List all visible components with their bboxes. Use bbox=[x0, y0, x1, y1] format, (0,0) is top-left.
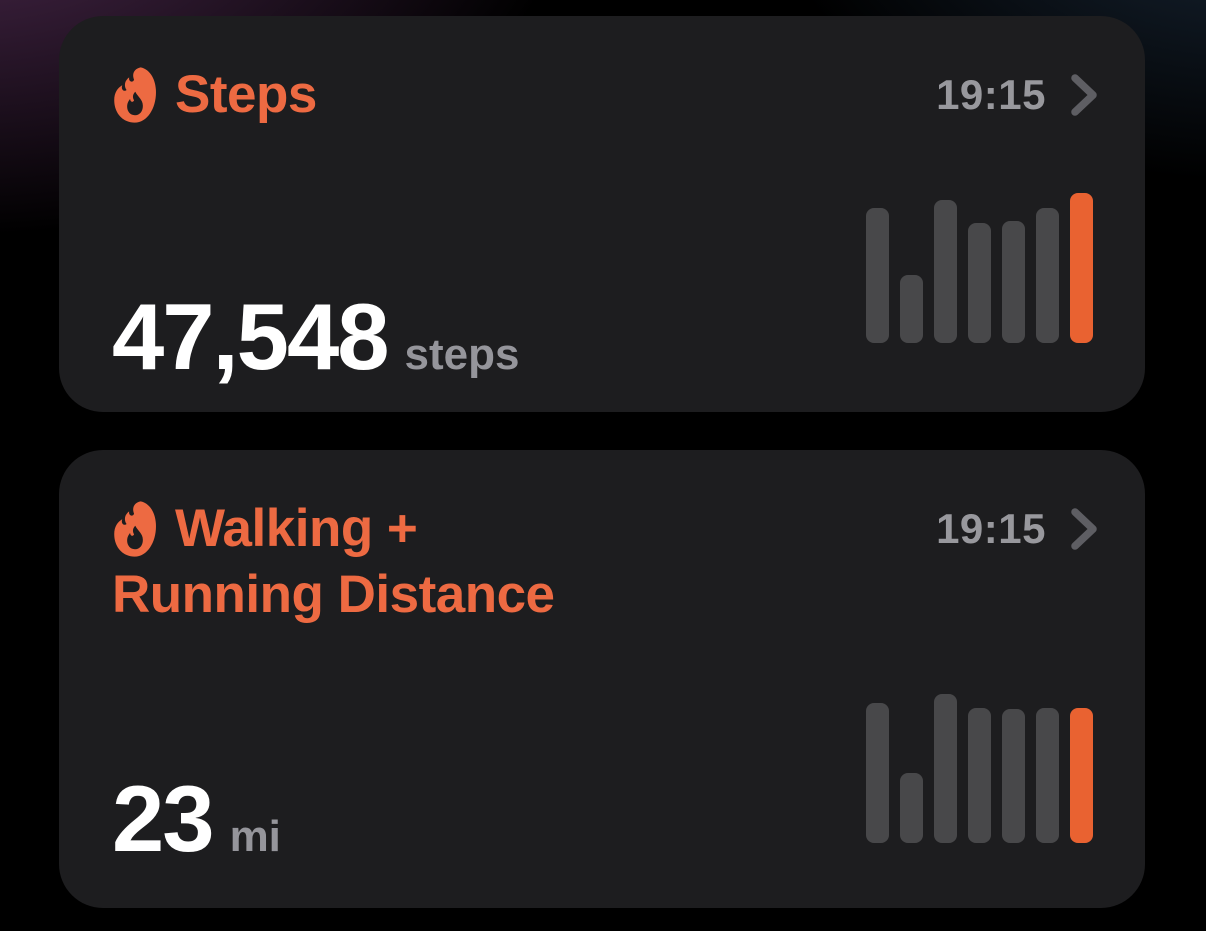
distance-widget-card[interactable]: Walking + Running Distance 19:15 23 mi bbox=[59, 450, 1145, 908]
steps-bar-chart bbox=[866, 191, 1093, 343]
distance-value-row: 23 mi bbox=[112, 772, 281, 866]
steps-unit-label: steps bbox=[404, 330, 520, 379]
chart-bar bbox=[866, 703, 889, 843]
chart-bar bbox=[1002, 221, 1025, 343]
chart-bar bbox=[934, 694, 957, 843]
steps-widget-card[interactable]: Steps 19:15 47,548 steps bbox=[59, 16, 1145, 412]
chart-bar bbox=[934, 200, 957, 343]
distance-value: 23 bbox=[112, 766, 215, 871]
chart-bar bbox=[900, 773, 923, 843]
title-line-2: Running Distance bbox=[112, 565, 555, 624]
timestamp: 19:15 bbox=[936, 71, 1046, 118]
steps-value-row: 47,548 steps bbox=[112, 290, 519, 384]
chevron-right-icon bbox=[1071, 74, 1097, 116]
chart-bar bbox=[866, 207, 889, 343]
chart-bar bbox=[968, 222, 991, 343]
card-title: Walking + Running Distance bbox=[112, 496, 555, 628]
steps-card-header: Steps 19:15 bbox=[112, 62, 1098, 128]
chart-bar bbox=[968, 707, 991, 843]
chart-bar-current bbox=[1070, 707, 1093, 843]
title-line-1: Walking + bbox=[112, 496, 555, 562]
flame-icon bbox=[114, 501, 156, 557]
steps-value: 47,548 bbox=[112, 284, 390, 389]
distance-unit-label: mi bbox=[229, 812, 281, 861]
chevron-right-icon bbox=[1071, 508, 1097, 550]
flame-icon bbox=[114, 67, 156, 123]
chart-bar bbox=[1036, 207, 1059, 343]
chart-bar bbox=[900, 274, 923, 343]
timestamp-row[interactable]: 19:15 bbox=[936, 496, 1098, 562]
card-title: Steps bbox=[112, 62, 317, 128]
timestamp: 19:15 bbox=[936, 505, 1046, 552]
chart-bar-current bbox=[1070, 192, 1093, 343]
timestamp-row[interactable]: 19:15 bbox=[936, 62, 1098, 128]
chart-bar bbox=[1036, 707, 1059, 843]
distance-card-header: Walking + Running Distance 19:15 bbox=[112, 496, 1098, 628]
card-title-text: Steps bbox=[175, 65, 317, 124]
chart-bar bbox=[1002, 709, 1025, 843]
distance-bar-chart bbox=[866, 691, 1093, 843]
card-title-text: Walking + bbox=[175, 499, 418, 558]
title-line-1: Steps bbox=[112, 62, 317, 128]
